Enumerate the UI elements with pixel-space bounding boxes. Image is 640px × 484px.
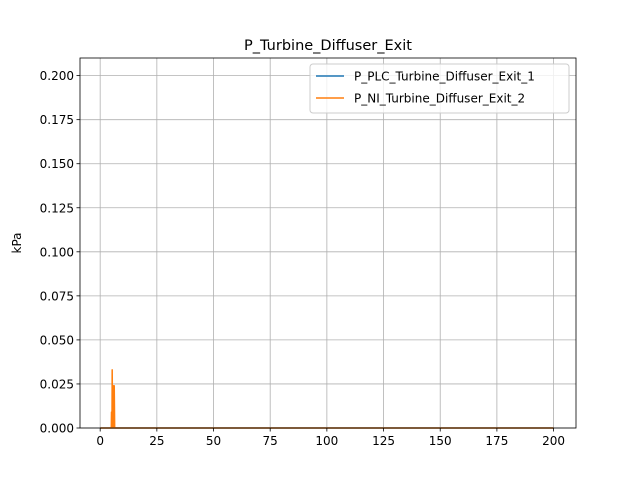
x-tick-label: 75 <box>263 434 278 448</box>
x-tick-label: 50 <box>206 434 221 448</box>
x-axis: 0 25 50 75 100 125 150 175 200 <box>96 428 565 448</box>
x-tick-label: 200 <box>542 434 565 448</box>
y-tick-label: 0.025 <box>40 377 74 391</box>
y-tick-label: 0.075 <box>40 289 74 303</box>
legend: P_PLC_Turbine_Diffuser_Exit_1 P_NI_Turbi… <box>309 63 570 114</box>
y-tick-label: 0.150 <box>40 157 74 171</box>
y-tick-label: 0.175 <box>40 113 74 127</box>
y-tick-label: 0.125 <box>40 201 74 215</box>
y-tick-label: 0.000 <box>40 422 74 436</box>
series-line-1 <box>100 369 554 429</box>
chart-title: P_Turbine_Diffuser_Exit <box>244 38 412 54</box>
legend-box <box>309 63 570 114</box>
plot-frame <box>79 57 577 429</box>
x-tick-label: 175 <box>485 434 508 448</box>
y-tick-label: 0.050 <box>40 333 74 347</box>
grid <box>80 58 576 429</box>
x-tick-label: 25 <box>149 434 164 448</box>
x-tick-label: 100 <box>315 434 338 448</box>
y-tick-label: 0.100 <box>40 245 74 259</box>
y-axis-label: kPa <box>10 233 24 254</box>
x-tick-label: 150 <box>429 434 452 448</box>
x-tick-label: 125 <box>372 434 395 448</box>
y-axis: 0.000 0.025 0.050 0.075 0.100 0.125 0.150 0.175… <box>40 69 80 436</box>
x-tick-label: 0 <box>96 434 104 448</box>
legend-label-ni: P_NI_Turbine_Diffuser_Exit_2 <box>354 92 525 106</box>
legend-label-plc: P_PLC_Turbine_Diffuser_Exit_1 <box>354 70 535 84</box>
y-tick-label: 0.200 <box>40 69 74 83</box>
